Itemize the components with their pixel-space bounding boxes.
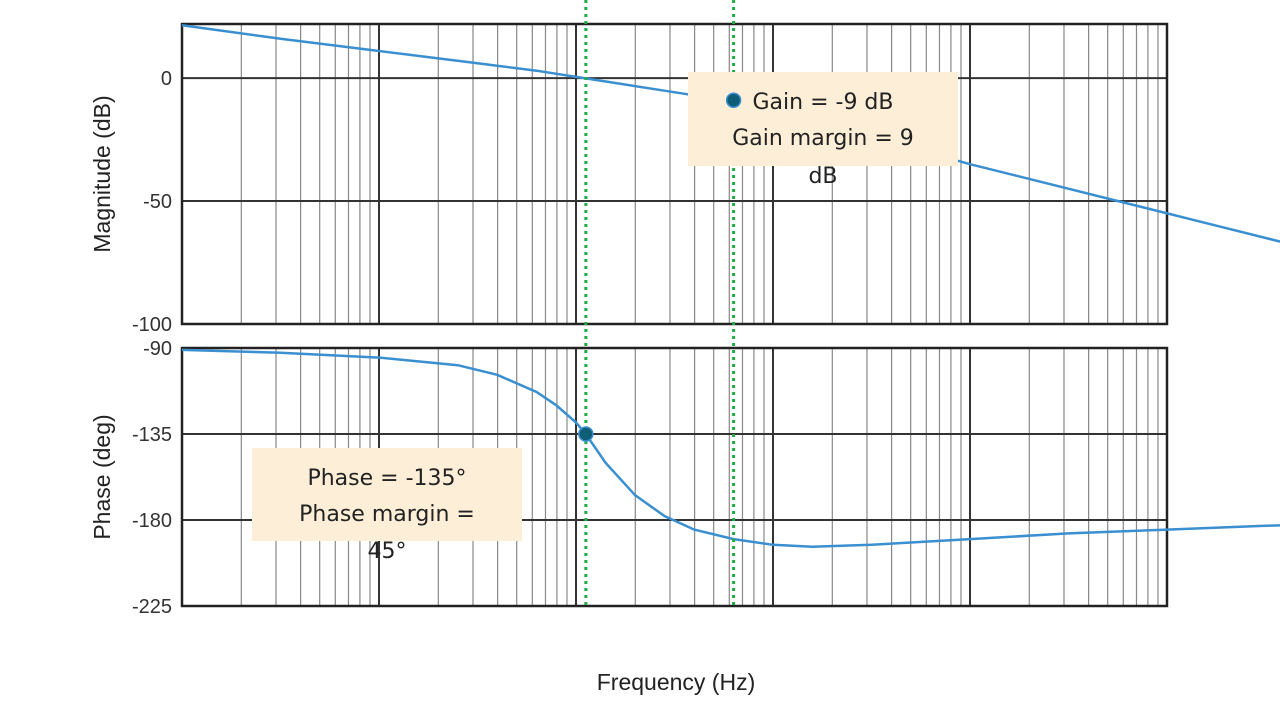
phase-crossover-marker [578, 426, 594, 442]
y-tick-label: -50 [143, 191, 172, 213]
phase-annotation: Phase = -135° Phase margin = 45° [252, 448, 522, 564]
magnitude-panel: 0 -50 -100 Magnitude (dB) [89, 22, 1280, 336]
gain-annotation-line-3: dB [808, 164, 837, 189]
phase-annotation-line-2: Phase margin = [299, 502, 475, 527]
y-tick-label: -180 [132, 510, 172, 532]
phase-curve [181, 348, 1280, 549]
phase-y-ticks: -90 -135 -180 -225 [132, 338, 172, 618]
phase-annotation-line-3: 45° [368, 539, 407, 564]
gain-crossover-marker [725, 92, 742, 108]
phase-annotation-line-1: Phase = -135° [307, 466, 466, 491]
gain-annotation-line-1: Gain = -9 dB [753, 90, 894, 115]
y-tick-label: -135 [132, 424, 172, 446]
y-tick-label: -100 [132, 314, 172, 336]
phase-panel: -90 -135 -180 -225 Phase (deg) [89, 338, 1280, 618]
magnitude-y-ticks: 0 -50 -100 [132, 68, 172, 336]
gain-annotation-line-2: Gain margin = 9 [732, 126, 914, 151]
frequency-xlabel: Frequency (Hz) [597, 669, 755, 695]
y-tick-label: -225 [132, 596, 172, 618]
magnitude-ylabel: Magnitude (dB) [89, 95, 115, 252]
phase-frame [180, 346, 1169, 608]
magnitude-grid [181, 24, 1167, 324]
gain-annotation-box [688, 72, 958, 166]
phase-annotation-box [252, 448, 522, 541]
magnitude-frame [180, 22, 1169, 326]
gain-annotation: Gain = -9 dB Gain margin = 9 dB [688, 72, 958, 189]
y-tick-label: 0 [161, 68, 172, 90]
phase-ylabel: Phase (deg) [89, 414, 115, 539]
y-tick-label: -90 [143, 338, 172, 360]
